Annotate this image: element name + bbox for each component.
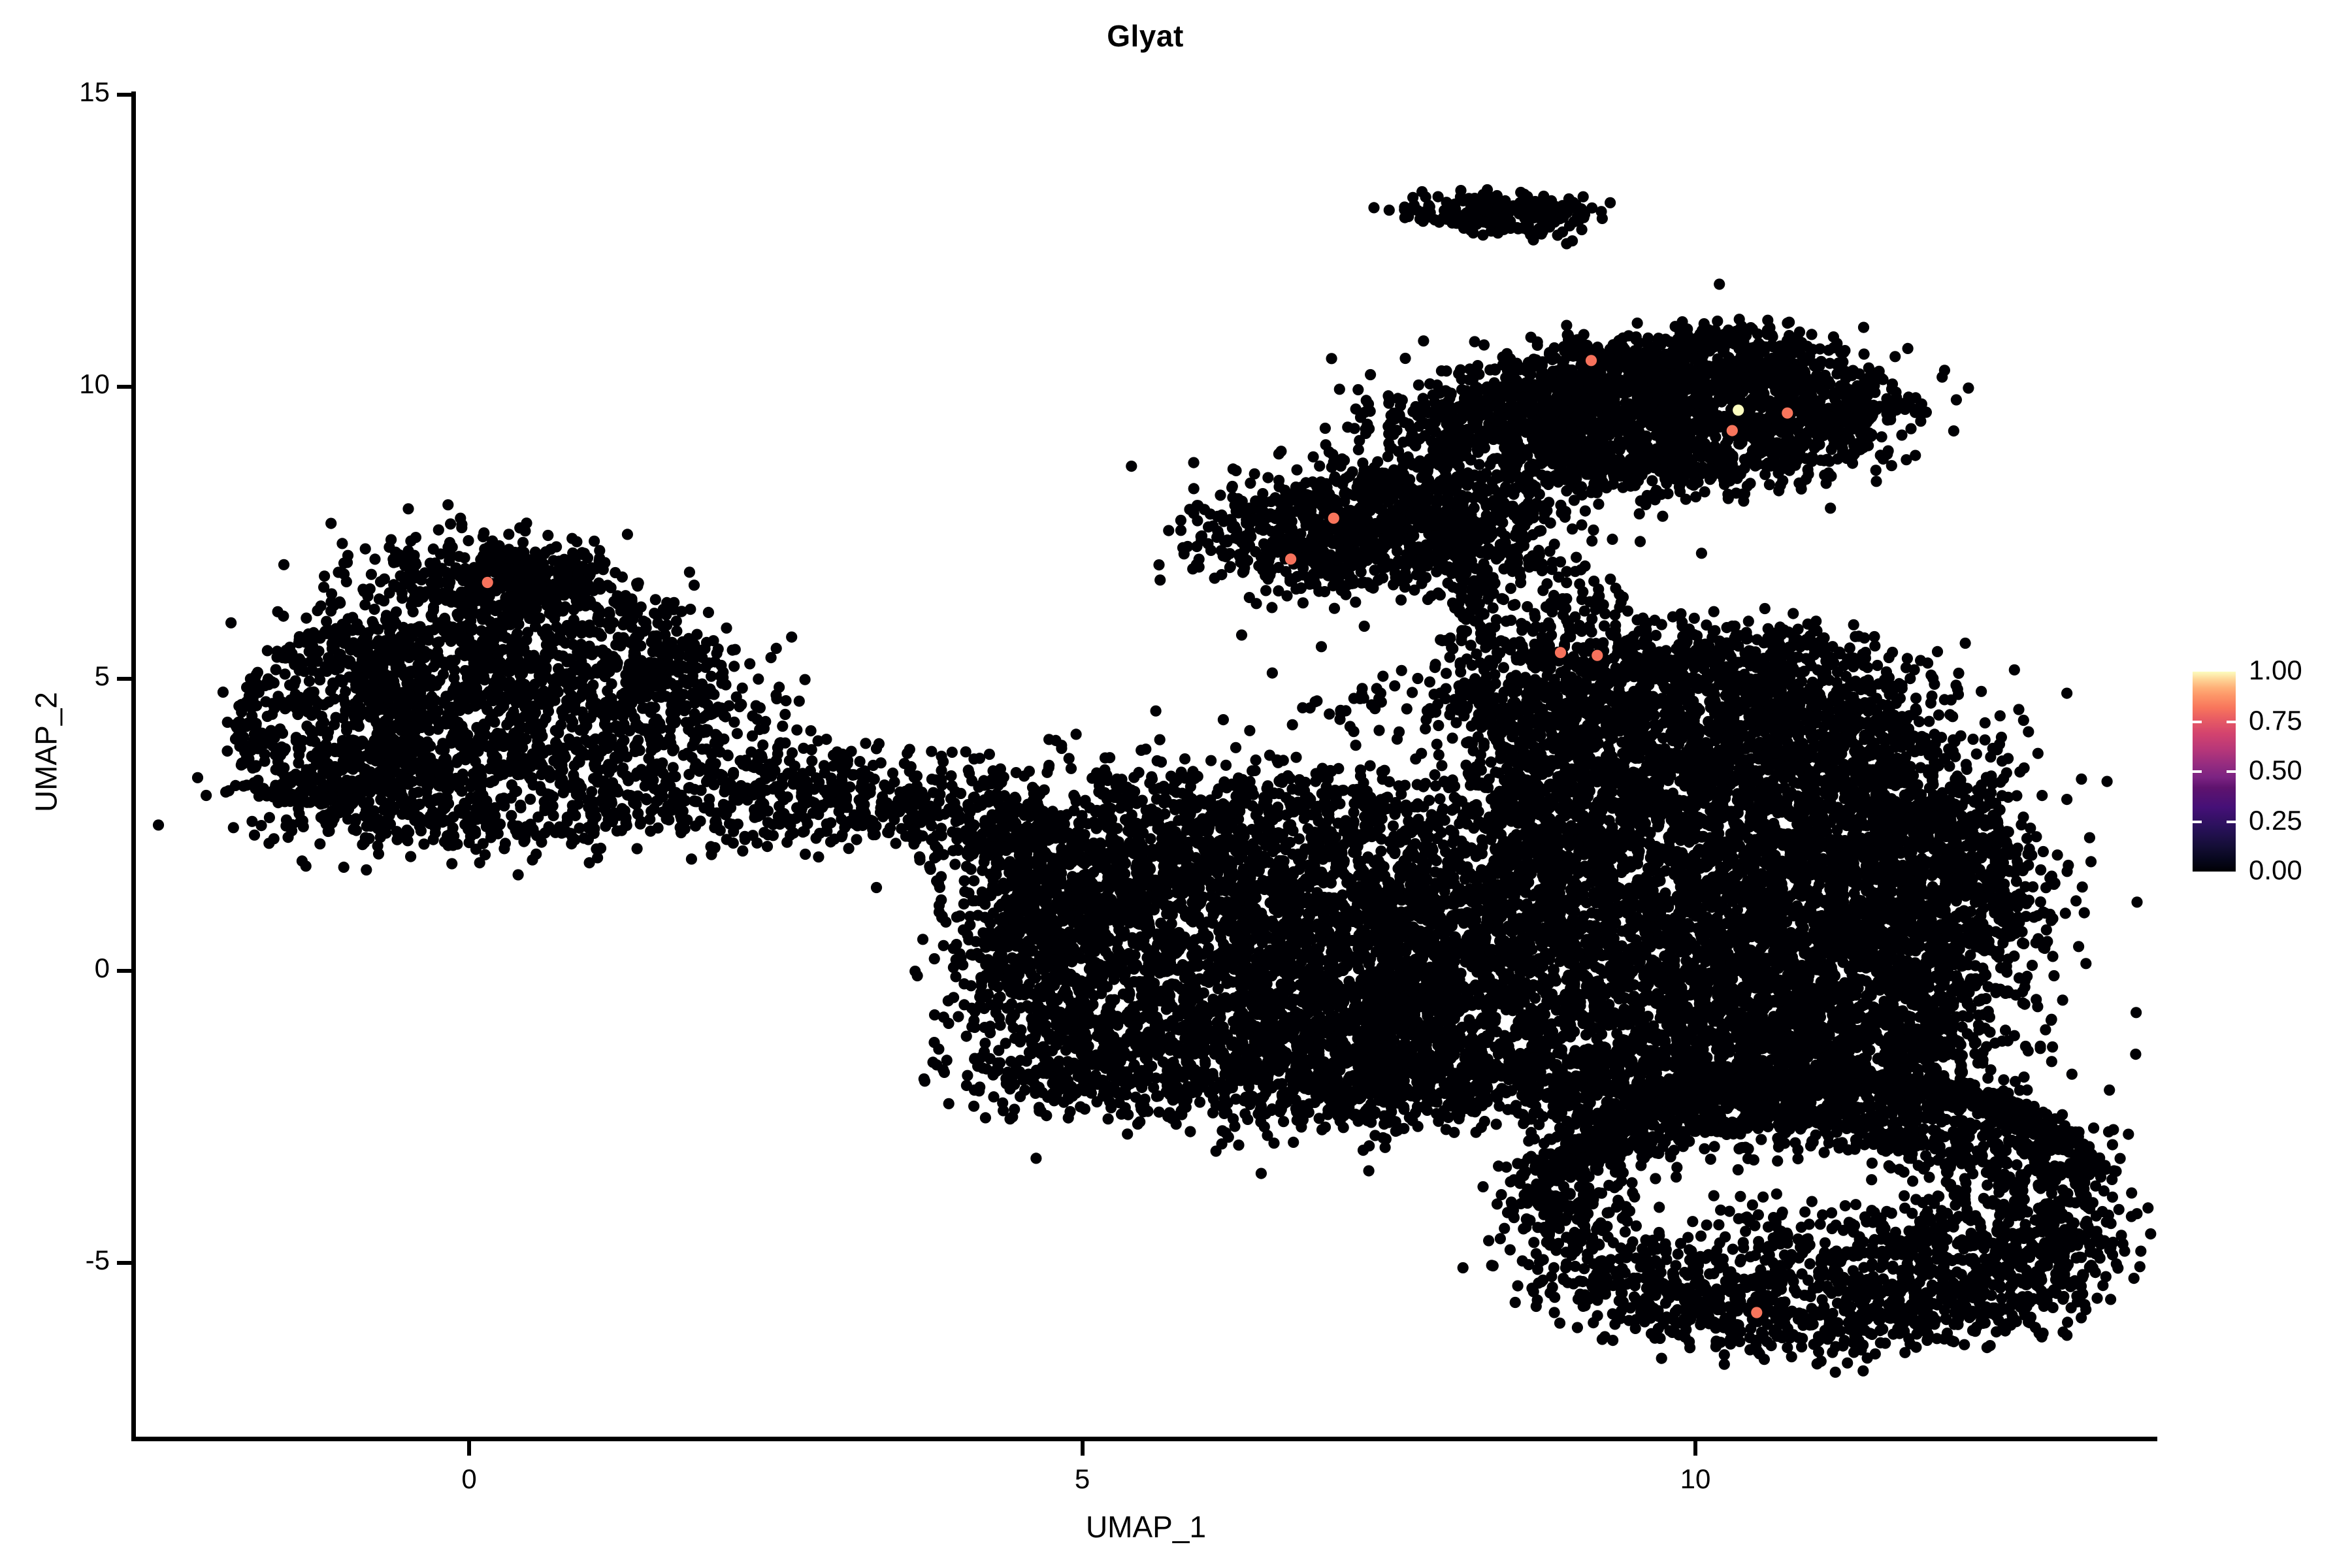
y-axis-tick-label: -5: [0, 1245, 110, 1276]
x-axis-title: UMAP_1: [135, 1509, 2157, 1544]
y-axis-tick-mark: [117, 1261, 131, 1265]
colorbar-tick-label: 0.50: [2249, 755, 2302, 786]
scatter-points-layer: [152, 184, 2157, 1378]
colorbar-tick-label: 0.00: [2249, 855, 2302, 886]
y-axis-tick-label: 15: [0, 76, 110, 108]
y-axis-tick-mark: [117, 677, 131, 681]
y-axis-tick-label: 5: [0, 661, 110, 692]
legend-colorbar: 1.00 0.75 0.50 0.25 0.00: [2182, 655, 2345, 902]
colorbar-tick-label: 0.25: [2249, 805, 2302, 836]
colorbar-tick-label: 0.75: [2249, 705, 2302, 736]
colorbar-tick-mark: [2193, 820, 2202, 823]
y-axis-title: UMAP_2: [29, 79, 64, 1426]
colorbar-tick-mark: [2227, 820, 2236, 823]
y-axis-tick-mark: [117, 969, 131, 973]
y-axis-tick-mark: [117, 385, 131, 389]
colorbar-tick-mark: [2227, 770, 2236, 773]
colorbar-tick-mark: [2193, 770, 2202, 773]
plot-panel: [135, 93, 2157, 1439]
x-axis-tick-mark: [1080, 1441, 1085, 1456]
y-axis-tick-label: 0: [0, 953, 110, 984]
x-axis-line: [131, 1437, 2157, 1441]
x-axis-tick-label: 10: [1643, 1463, 1748, 1495]
y-axis-tick-label: 10: [0, 368, 110, 400]
y-axis-line: [131, 91, 136, 1441]
x-axis-tick-label: 0: [417, 1463, 521, 1495]
colorbar-tick-mark: [2227, 720, 2236, 723]
x-axis-tick-mark: [1693, 1441, 1697, 1456]
page-title: Glyat: [134, 18, 2157, 54]
y-axis-tick-mark: [117, 93, 131, 97]
colorbar-tick-mark: [2193, 720, 2202, 723]
colorbar-tick-label: 1.00: [2249, 655, 2302, 686]
x-axis-tick-mark: [467, 1441, 471, 1456]
x-axis-tick-label: 5: [1030, 1463, 1135, 1495]
